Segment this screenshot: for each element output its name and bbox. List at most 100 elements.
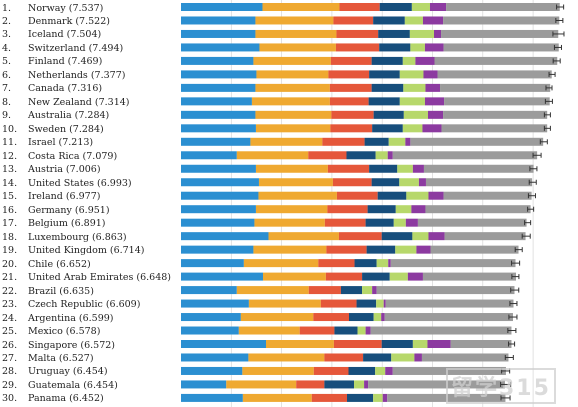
bar-segment (393, 218, 406, 227)
bar-segment (409, 29, 435, 38)
rank-number: 16. (2, 204, 18, 216)
country-name: Panama (6.452) (28, 393, 104, 405)
bar-segment (422, 16, 444, 25)
bar-segment (373, 110, 404, 119)
bar-segment (367, 205, 396, 214)
bar-segment (376, 259, 389, 268)
bar-segment (181, 16, 256, 25)
bar-segment (441, 29, 559, 38)
bar-segment (370, 326, 512, 335)
country-name: Luxembourg (6.863) (28, 231, 127, 243)
bar-segment (441, 124, 548, 133)
bar-segment (248, 353, 325, 362)
bar-segment (332, 178, 372, 187)
rank-number: 30. (2, 393, 18, 405)
bar-segment (308, 151, 347, 160)
error-bar (548, 71, 556, 77)
bar-segment (181, 110, 256, 119)
bar-segment (414, 353, 422, 362)
bar-segment (336, 191, 378, 200)
rank-number: 23. (2, 299, 18, 311)
bar-segment (181, 43, 260, 52)
bar-segment (425, 205, 531, 214)
bar-segment (365, 326, 371, 335)
bar-segment (308, 286, 341, 295)
bar-segment (402, 56, 416, 65)
error-bar (508, 314, 518, 320)
bar-segment (381, 340, 413, 348)
country-label: 1. Norway (7.537) (2, 2, 103, 16)
bar-segment (377, 191, 407, 200)
error-bar (509, 301, 518, 307)
bar-segment (364, 380, 369, 389)
bar-segment (416, 245, 431, 254)
bar-segment (181, 286, 237, 295)
country-label: 19. United Kingdom (6.714) (2, 244, 144, 258)
bar-segment (335, 43, 380, 52)
rank-number: 12. (2, 150, 18, 162)
country-label: 20. Chile (6.652) (2, 258, 91, 272)
rank-number: 1. (2, 2, 12, 14)
bar-segment (181, 218, 255, 227)
country-label: 9. Australia (7.284) (2, 109, 109, 123)
bar-segment (381, 313, 385, 322)
bar-segment (251, 97, 330, 106)
bar-segment (390, 259, 516, 268)
error-bar (553, 44, 562, 50)
error-bar (508, 341, 516, 347)
country-label: 24. Argentina (6.599) (2, 312, 114, 326)
country-name: Malta (6.527) (28, 352, 94, 364)
bar-segment (373, 313, 382, 322)
bar-segment (181, 205, 256, 214)
bar-segment (395, 245, 417, 254)
bar-segment (320, 299, 357, 308)
bar-segment (373, 393, 383, 402)
watermark-logo: 留学315 (446, 368, 556, 404)
bar-segment (385, 299, 514, 308)
bar-segment (422, 272, 516, 281)
country-label: 5. Finland (7.469) (2, 55, 102, 69)
bar-segment (363, 353, 392, 362)
bar-segment (356, 299, 377, 308)
country-name: Belgium (6.891) (28, 218, 106, 230)
bar-segment (330, 124, 373, 133)
bar-segment (334, 326, 358, 335)
bar-segment (371, 83, 404, 92)
bar-segment (427, 340, 451, 348)
rank-number: 15. (2, 191, 18, 203)
error-bar (510, 287, 520, 293)
bar-segment (443, 16, 560, 25)
bar-segment (372, 286, 377, 295)
bar-segment (395, 205, 412, 214)
bar-segment (362, 272, 390, 281)
country-label: 6. Netherlands (7.377) (2, 69, 125, 83)
bar-segment (181, 97, 252, 106)
error-bar (511, 274, 520, 280)
bar-segment (450, 340, 512, 348)
bar-segment (417, 218, 527, 227)
bar-segment (412, 232, 429, 241)
rank-number: 18. (2, 231, 18, 243)
bar-segment (391, 353, 415, 362)
bar-segment (384, 313, 513, 322)
bar-segment (385, 366, 393, 375)
bar-segment (181, 366, 243, 375)
rank-number: 25. (2, 326, 18, 338)
bar-segment (399, 70, 424, 79)
bar-segment (392, 366, 506, 375)
error-bar (524, 220, 532, 226)
bar-segment (368, 380, 505, 389)
bar-segment (181, 178, 259, 187)
country-label: 29. Guatemala (6.454) (2, 379, 118, 393)
bar-segment (372, 124, 403, 133)
country-label: 12. Costa Rica (7.079) (2, 150, 117, 164)
bar-segment (181, 191, 259, 200)
bar-segment (399, 97, 425, 106)
country-name: Mexico (6.578) (28, 326, 101, 338)
bar-segment (181, 56, 254, 65)
bar-segment (446, 3, 560, 11)
country-label: 22. Brazil (6.635) (2, 285, 94, 299)
error-bar (528, 179, 537, 185)
rank-number: 10. (2, 123, 18, 135)
error-bar (511, 260, 521, 266)
